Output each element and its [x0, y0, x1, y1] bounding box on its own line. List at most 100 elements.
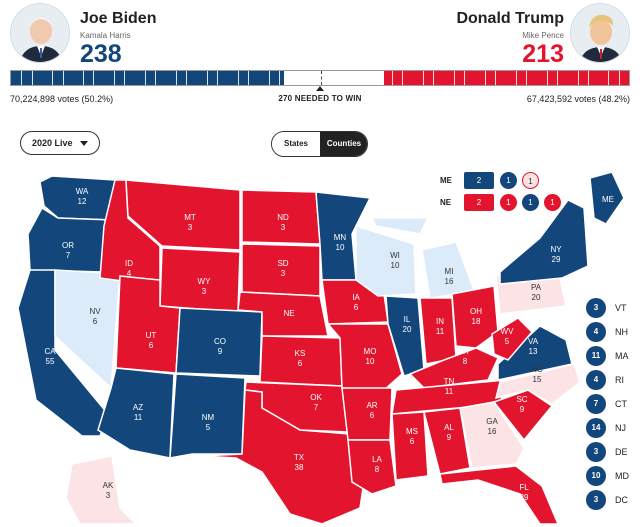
state-ms[interactable] — [391, 411, 429, 481]
small-state-ev: 11 — [586, 346, 606, 366]
state-label-mn: MN 10 — [334, 233, 347, 252]
state-la[interactable] — [347, 439, 397, 495]
candidate-right-popular-votes: 67,423,592 votes (48.2%) — [526, 94, 630, 104]
state-ga[interactable] — [459, 401, 525, 469]
map-view-toggle[interactable]: States Counties — [271, 131, 368, 157]
bar-state-tick — [144, 71, 146, 85]
state-mt[interactable] — [125, 179, 241, 251]
maine-district-2[interactable]: 1 — [522, 172, 539, 189]
state-sc[interactable] — [492, 389, 554, 442]
candidate-right-name: Donald Trump — [456, 10, 564, 27]
state-label-al: AL 9 — [444, 423, 454, 442]
state-label-ar: AR 6 — [366, 401, 377, 420]
state-wv[interactable] — [491, 317, 534, 361]
bar-state-tick — [433, 71, 435, 85]
toggle-states[interactable]: States — [272, 132, 320, 156]
state-label-mo: MO 10 — [364, 347, 377, 366]
state-me[interactable] — [589, 171, 625, 225]
state-ny[interactable] — [499, 199, 589, 285]
to-win-label: 270 NEEDED TO WIN — [278, 94, 362, 103]
bar-state-tick — [402, 71, 404, 85]
bar-state-tick — [83, 71, 85, 85]
small-state-abbr: CT — [615, 399, 627, 409]
state-label-in: IN 11 — [436, 317, 445, 336]
state-label-az: AZ 11 — [133, 403, 143, 422]
state-label-me: ME — [602, 195, 614, 204]
state-fl[interactable] — [439, 465, 560, 525]
bar-state-tick — [52, 71, 54, 85]
bar-state-tick — [423, 71, 424, 85]
bar-state-tick — [124, 71, 126, 85]
state-label-sc: SC 9 — [516, 395, 527, 414]
bar-state-tick — [62, 71, 64, 85]
state-label-ca: CA 55 — [44, 347, 56, 366]
bar-state-tick — [464, 71, 466, 85]
bar-state-tick — [114, 71, 115, 85]
nebraska-statewide[interactable]: 2 — [464, 194, 494, 211]
nebraska-district-1[interactable]: 1 — [500, 194, 517, 211]
bar-state-tick — [237, 71, 239, 85]
state-label-ga: GA 16 — [486, 417, 498, 436]
candidate-right-electoral-votes: 213 — [522, 40, 564, 68]
candidate-left-electoral-votes: 238 — [80, 40, 122, 68]
nebraska-district-3[interactable]: 1 — [544, 194, 561, 211]
electoral-vote-bar — [10, 70, 630, 86]
state-label-il: IL 20 — [403, 315, 412, 334]
state-label-fl: FL 29 — [519, 483, 529, 502]
state-label-ok: OK 7 — [310, 393, 322, 412]
state-tx[interactable] — [199, 389, 367, 525]
bar-state-tick — [31, 71, 33, 85]
state-label-co: CO 9 — [214, 337, 226, 356]
bar-state-tick — [206, 71, 208, 85]
state-ak[interactable] — [65, 455, 138, 525]
small-state-ev: 10 — [586, 466, 606, 486]
state-az[interactable] — [97, 367, 175, 459]
small-state-ev: 4 — [586, 370, 606, 390]
candidate-left-vp: Kamala Harris — [80, 31, 131, 40]
bar-state-tick — [608, 71, 610, 85]
state-nm[interactable] — [169, 373, 246, 459]
nebraska-split-row: NE 2 1 1 1 — [440, 194, 561, 212]
state-va[interactable] — [497, 325, 573, 381]
small-state-abbr: MA — [615, 351, 629, 361]
state-nc[interactable] — [494, 363, 581, 405]
state-al[interactable] — [423, 407, 471, 475]
year-select[interactable]: 2020 Live — [20, 131, 100, 155]
state-wi[interactable] — [355, 224, 417, 297]
nebraska-district-2[interactable]: 1 — [522, 194, 539, 211]
state-label-wv: WV 5 — [501, 327, 515, 346]
state-label-ny: NY 29 — [550, 245, 562, 264]
biden-avatar — [10, 3, 70, 63]
state-label-wa: WA 12 — [76, 187, 89, 206]
state-label-ky: KY 8 — [460, 347, 471, 366]
small-state-abbr: NJ — [615, 423, 626, 433]
state-label-ut: UT 6 — [146, 331, 157, 350]
state-label-ne: NE — [283, 309, 294, 318]
bar-state-tick — [93, 71, 95, 85]
state-label-ia: IA 6 — [352, 293, 360, 312]
small-state-abbr: DC — [615, 495, 628, 505]
small-state-abbr: NH — [615, 327, 628, 337]
bar-midline — [321, 71, 322, 85]
candidate-left[interactable]: Joe Biden Kamala Harris 238 — [0, 0, 260, 68]
small-state-ev: 7 — [586, 394, 606, 414]
bar-state-tick — [453, 71, 455, 85]
bar-state-tick — [587, 71, 589, 85]
state-ar[interactable] — [341, 387, 393, 441]
bar-state-tick — [278, 71, 280, 85]
maine-statewide[interactable]: 2 — [464, 172, 494, 189]
state-oh[interactable] — [451, 285, 499, 349]
candidate-right-vp: Mike Pence — [522, 31, 564, 40]
toggle-counties[interactable]: Counties — [320, 132, 367, 156]
nebraska-tag: NE — [440, 198, 452, 207]
state-label-tn: TN 11 — [444, 377, 455, 396]
bar-state-tick — [21, 71, 23, 85]
small-state-abbr: RI — [615, 375, 624, 385]
small-state-abbr: DE — [615, 447, 628, 457]
bar-state-tick — [186, 71, 188, 85]
maine-district-1[interactable]: 1 — [500, 172, 517, 189]
state-labels-layer: WA 12 OR 7 CA 55 NV 6 ID 4 MT 3 WY 3 UT 6 AZ 11 C… — [44, 187, 614, 502]
dem-bar-fill — [11, 71, 285, 85]
candidate-right[interactable]: Donald Trump Mike Pence 213 — [380, 0, 640, 68]
small-state-abbr: MD — [615, 471, 629, 481]
